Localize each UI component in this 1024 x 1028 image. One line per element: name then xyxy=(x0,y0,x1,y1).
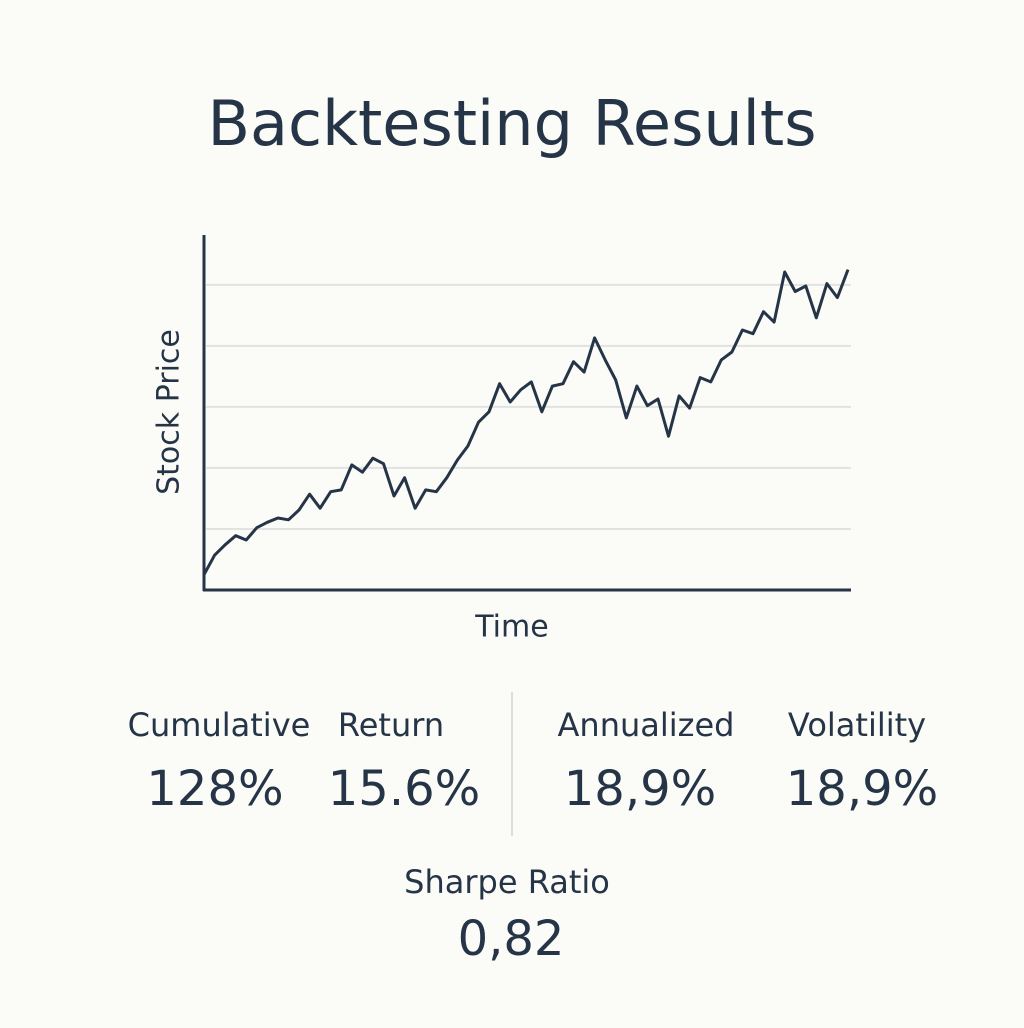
metric-value: 18,9% xyxy=(564,761,716,817)
sharpe-label: Sharpe Ratio xyxy=(404,863,610,901)
metric-label: Return xyxy=(338,706,444,744)
x-axis-label: Time xyxy=(474,610,548,645)
sharpe-value: 0,82 xyxy=(458,911,565,967)
y-axis-label: Stock Price xyxy=(152,329,187,495)
metric-value: 18,9% xyxy=(786,761,938,817)
metric-label: Volatility xyxy=(788,706,926,744)
metric-value: 128% xyxy=(146,761,283,817)
metric-label: Cumulative xyxy=(128,706,311,744)
price-line xyxy=(202,269,850,576)
metric-label: Annualized xyxy=(558,706,735,744)
metric-value: 15.6% xyxy=(328,761,480,817)
title: Backtesting Results xyxy=(207,87,816,160)
